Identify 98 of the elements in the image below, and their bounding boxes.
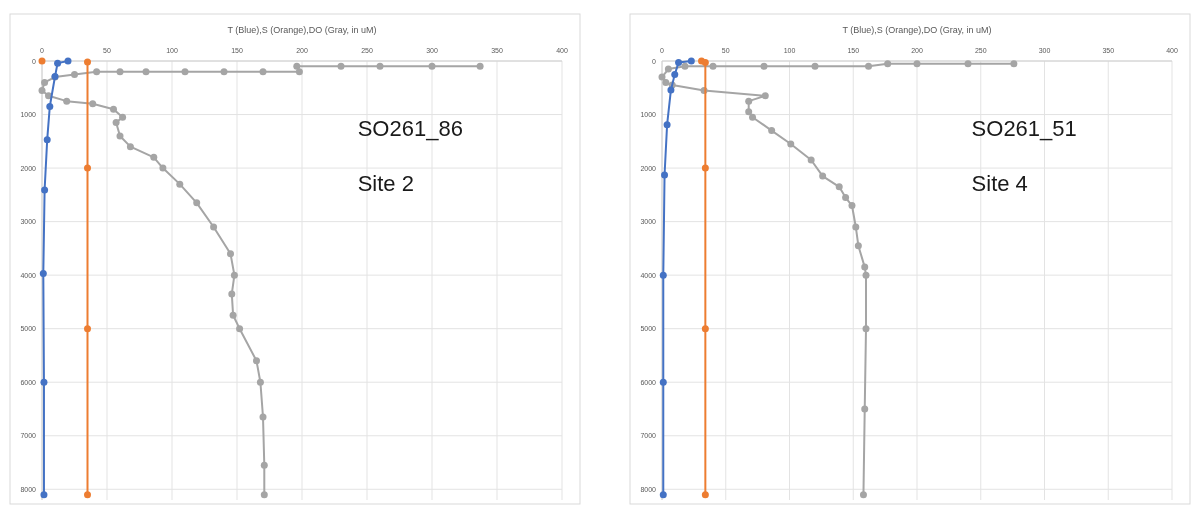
point bbox=[84, 58, 91, 66]
point bbox=[745, 97, 753, 105]
point bbox=[112, 119, 120, 127]
point bbox=[749, 113, 757, 121]
point bbox=[687, 57, 695, 65]
point bbox=[46, 103, 54, 111]
point bbox=[842, 194, 850, 202]
point bbox=[865, 62, 873, 70]
point bbox=[671, 70, 679, 78]
point bbox=[859, 491, 867, 499]
point bbox=[848, 202, 856, 210]
point bbox=[227, 250, 234, 258]
point bbox=[861, 263, 869, 271]
point bbox=[193, 199, 201, 207]
point bbox=[84, 325, 91, 333]
point bbox=[256, 378, 264, 386]
point bbox=[862, 325, 870, 333]
point bbox=[1010, 60, 1018, 68]
point bbox=[259, 413, 267, 421]
point bbox=[658, 73, 666, 81]
point bbox=[39, 270, 47, 278]
point bbox=[181, 68, 189, 76]
point bbox=[41, 186, 49, 194]
annotation: Site 4 bbox=[971, 171, 1028, 196]
point bbox=[229, 311, 237, 319]
point bbox=[210, 223, 218, 231]
point bbox=[54, 59, 62, 67]
point bbox=[862, 271, 870, 279]
point bbox=[787, 140, 795, 148]
annotation: Site 2 bbox=[357, 171, 414, 196]
point bbox=[761, 92, 769, 100]
point bbox=[768, 127, 776, 135]
point bbox=[259, 68, 267, 76]
point bbox=[701, 325, 709, 333]
annotation: SO261_86 bbox=[357, 116, 463, 141]
chart-title: T (Blue),S (Orange),DO (Gray, in uM) bbox=[227, 25, 377, 35]
point bbox=[142, 68, 150, 76]
point bbox=[337, 62, 345, 70]
point bbox=[64, 57, 72, 65]
point bbox=[260, 491, 268, 499]
point bbox=[681, 62, 689, 70]
point bbox=[659, 271, 667, 279]
point bbox=[84, 164, 91, 172]
point bbox=[664, 65, 672, 73]
point bbox=[663, 121, 671, 129]
point bbox=[71, 70, 78, 78]
point bbox=[675, 59, 683, 67]
point bbox=[861, 405, 869, 413]
point bbox=[811, 62, 819, 70]
point bbox=[476, 62, 484, 70]
point bbox=[913, 60, 921, 68]
point bbox=[116, 132, 124, 140]
point bbox=[159, 164, 167, 172]
chart-title: T (Blue),S (Orange),DO (Gray, in uM) bbox=[842, 25, 992, 35]
point bbox=[835, 183, 843, 191]
point bbox=[701, 164, 709, 172]
point bbox=[807, 156, 815, 164]
point bbox=[745, 108, 753, 116]
point bbox=[260, 461, 268, 469]
point bbox=[116, 68, 124, 76]
point bbox=[884, 60, 892, 68]
point bbox=[228, 290, 236, 298]
point bbox=[63, 97, 71, 105]
point bbox=[93, 68, 101, 76]
point bbox=[964, 60, 972, 68]
point bbox=[760, 62, 768, 70]
point bbox=[41, 78, 49, 86]
point bbox=[119, 113, 127, 121]
point bbox=[38, 57, 46, 65]
point bbox=[40, 491, 48, 499]
point bbox=[667, 86, 675, 94]
point bbox=[84, 491, 91, 499]
point bbox=[701, 491, 709, 499]
point bbox=[295, 68, 303, 76]
point bbox=[659, 378, 667, 386]
point bbox=[253, 357, 260, 365]
point bbox=[110, 105, 117, 113]
point bbox=[220, 68, 228, 76]
point bbox=[230, 271, 238, 279]
point bbox=[236, 325, 244, 333]
point bbox=[662, 78, 670, 86]
point bbox=[661, 171, 669, 179]
point bbox=[709, 62, 717, 70]
point bbox=[126, 143, 134, 151]
point bbox=[38, 86, 46, 94]
point bbox=[89, 100, 97, 108]
point bbox=[43, 136, 51, 144]
point bbox=[176, 180, 184, 188]
annotation: SO261_51 bbox=[971, 116, 1077, 141]
point bbox=[376, 62, 384, 70]
point bbox=[293, 62, 301, 70]
point bbox=[150, 153, 158, 161]
point bbox=[659, 491, 667, 499]
point bbox=[40, 378, 48, 386]
point bbox=[852, 223, 860, 231]
point bbox=[819, 172, 827, 180]
point bbox=[428, 62, 436, 70]
point bbox=[854, 242, 862, 250]
